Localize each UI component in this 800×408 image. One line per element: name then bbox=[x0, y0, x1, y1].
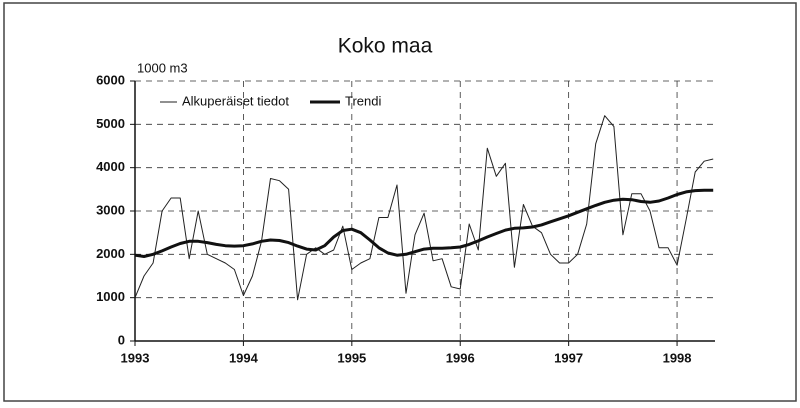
x-tick-label: 1996 bbox=[446, 350, 475, 365]
x-tick-label: 1997 bbox=[554, 350, 583, 365]
series-line bbox=[134, 115, 714, 301]
y-tick-label: 3000 bbox=[96, 202, 125, 217]
y-tick-label: 2000 bbox=[96, 246, 125, 261]
y-tick-label: 1000 bbox=[96, 289, 125, 304]
legend-label: Alkuperäiset tiedot bbox=[182, 93, 289, 108]
x-tick-label: 1995 bbox=[337, 350, 366, 365]
y-tick-label: 0 bbox=[118, 332, 125, 347]
y-axis-label: 1000 m3 bbox=[137, 60, 188, 75]
frame bbox=[3, 2, 797, 402]
x-tick-label: 1994 bbox=[229, 350, 259, 365]
y-tick-label: 6000 bbox=[96, 72, 125, 87]
y-tick-label: 5000 bbox=[96, 116, 125, 131]
legend-label: Trendi bbox=[345, 93, 381, 108]
x-tick-label: 1998 bbox=[663, 350, 692, 365]
x-tick-label: 1993 bbox=[121, 350, 150, 365]
chart-title: Koko maa bbox=[338, 35, 433, 58]
y-tick-label: 4000 bbox=[96, 159, 125, 174]
series-line bbox=[134, 188, 714, 258]
